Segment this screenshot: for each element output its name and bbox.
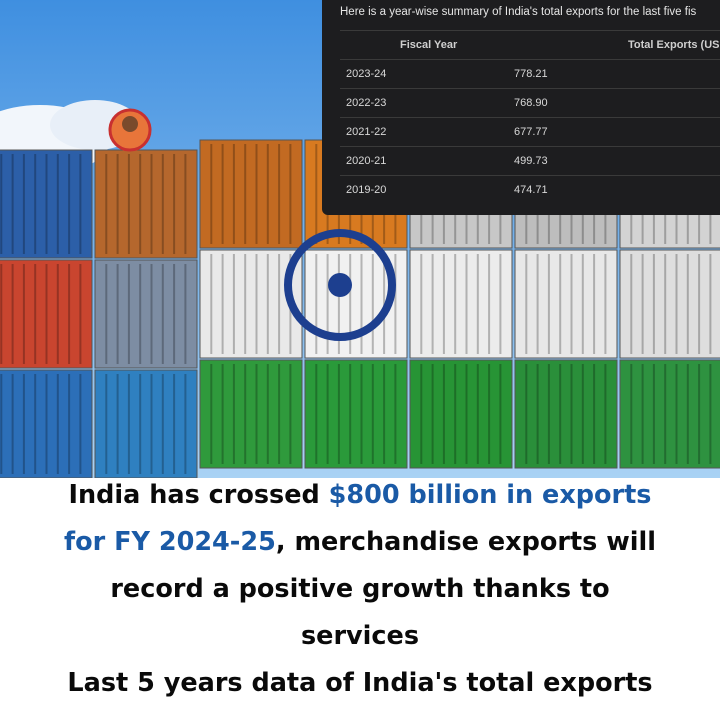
container xyxy=(199,139,303,249)
table-row: 2023-24 778.21 xyxy=(340,59,720,89)
container xyxy=(94,369,198,478)
table-row: 2021-22 677.77 xyxy=(340,117,720,147)
container xyxy=(0,149,93,259)
chakra-hub xyxy=(328,273,352,297)
table-intro: Here is a year-wise summary of India's t… xyxy=(340,6,697,18)
container xyxy=(199,249,303,359)
value-cell: 778.21 xyxy=(514,68,548,80)
container xyxy=(409,359,513,469)
container xyxy=(199,359,303,469)
caption-line: for FY 2024-25, merchandise exports will xyxy=(0,527,720,557)
header-cell: Fiscal Year xyxy=(400,39,458,51)
container xyxy=(409,249,513,359)
container xyxy=(619,359,720,469)
caption-line: India has crossed $800 billion in export… xyxy=(0,480,720,510)
containers xyxy=(0,139,720,478)
table-row: 2020-21 499.73 xyxy=(340,146,720,176)
year-cell: 2023-24 xyxy=(346,68,387,80)
container xyxy=(94,259,198,369)
container xyxy=(0,259,93,369)
value-cell: 499.73 xyxy=(514,155,548,167)
caption-text: Last 5 years data of India's total expor… xyxy=(67,668,653,698)
year-cell: 2020-21 xyxy=(346,155,387,167)
header-cell: Total Exports (USD xyxy=(628,39,720,51)
value-cell: 474.71 xyxy=(514,184,548,196)
table-row: 2019-20 474.71 xyxy=(340,175,720,205)
caption-text: services xyxy=(301,621,419,651)
caption-text: record a positive growth thanks to xyxy=(110,574,610,604)
caption: India has crossed $800 billion in export… xyxy=(0,478,720,720)
table-screenshot: Here is a year-wise summary of India's t… xyxy=(322,0,720,215)
table-row: 2022-23 768.90 xyxy=(340,88,720,118)
caption-line: services xyxy=(0,621,720,651)
container xyxy=(94,149,198,259)
container xyxy=(304,359,408,469)
avatar-face xyxy=(122,116,138,132)
caption-line: Last 5 years data of India's total expor… xyxy=(0,668,720,698)
caption-line: record a positive growth thanks to xyxy=(0,574,720,604)
year-cell: 2021-22 xyxy=(346,126,387,138)
caption-text: India has crossed xyxy=(68,480,329,510)
container xyxy=(619,249,720,359)
value-cell: 768.90 xyxy=(514,97,548,109)
chakra xyxy=(284,229,396,341)
highlight-text: for FY 2024-25 xyxy=(64,527,276,557)
table-header-row: Fiscal Year Total Exports (USD xyxy=(340,30,720,60)
container xyxy=(514,249,618,359)
value-cell: 677.77 xyxy=(514,126,548,138)
container xyxy=(0,369,93,478)
caption-text: , merchandise exports will xyxy=(275,527,656,557)
container xyxy=(514,359,618,469)
highlight-text: $800 billion in exports xyxy=(328,480,652,510)
year-cell: 2022-23 xyxy=(346,97,387,109)
year-cell: 2019-20 xyxy=(346,184,387,196)
